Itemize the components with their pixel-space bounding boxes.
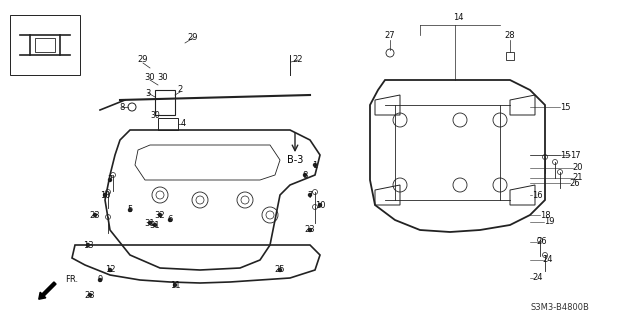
Text: 23: 23 (84, 291, 95, 300)
Circle shape (308, 194, 312, 197)
Circle shape (93, 213, 97, 217)
Text: 10: 10 (100, 190, 110, 199)
Text: 15: 15 (560, 102, 570, 112)
Text: 5: 5 (127, 205, 132, 214)
Text: 17: 17 (570, 151, 580, 160)
Circle shape (173, 284, 177, 286)
Text: 31: 31 (145, 219, 156, 227)
Text: 20: 20 (573, 164, 583, 173)
Text: 12: 12 (105, 265, 115, 275)
Text: 8: 8 (119, 102, 125, 112)
Text: 26: 26 (570, 179, 580, 188)
Text: 18: 18 (540, 211, 550, 219)
Circle shape (159, 213, 161, 217)
Text: 24: 24 (543, 256, 553, 264)
Text: 30: 30 (157, 73, 168, 83)
Text: 6: 6 (167, 216, 173, 225)
Text: 23: 23 (305, 226, 316, 234)
Circle shape (99, 278, 102, 281)
Text: 9: 9 (97, 276, 102, 285)
Text: 24: 24 (532, 273, 543, 283)
Text: FR.: FR. (65, 276, 79, 285)
Circle shape (88, 293, 92, 296)
Text: 11: 11 (170, 280, 180, 290)
Text: 25: 25 (275, 265, 285, 275)
Text: 32: 32 (155, 211, 165, 219)
Text: 30: 30 (145, 73, 156, 83)
Circle shape (278, 269, 282, 271)
Text: 28: 28 (505, 31, 515, 40)
Circle shape (109, 179, 111, 182)
Text: B-3: B-3 (287, 155, 303, 165)
Circle shape (154, 224, 157, 226)
Text: 7: 7 (108, 175, 113, 184)
Text: 8: 8 (302, 170, 308, 180)
Text: 7: 7 (307, 190, 313, 199)
Text: 2: 2 (177, 85, 182, 94)
Text: 26: 26 (537, 238, 547, 247)
Circle shape (319, 204, 321, 206)
Text: 23: 23 (90, 211, 100, 219)
Text: 4: 4 (180, 120, 186, 129)
Text: 13: 13 (83, 241, 93, 249)
Text: 10: 10 (315, 201, 325, 210)
Text: 14: 14 (452, 13, 463, 23)
Text: 19: 19 (544, 218, 554, 226)
FancyArrow shape (39, 282, 56, 299)
Text: 21: 21 (573, 174, 583, 182)
Text: 16: 16 (532, 190, 542, 199)
Text: 30: 30 (150, 110, 160, 120)
Text: 31: 31 (150, 220, 160, 229)
Circle shape (314, 164, 317, 167)
Circle shape (86, 243, 90, 247)
Circle shape (308, 228, 312, 232)
Text: 15: 15 (560, 151, 570, 160)
Circle shape (109, 269, 111, 271)
Text: S3M3-B4800B: S3M3-B4800B (531, 303, 589, 313)
Circle shape (303, 174, 307, 176)
Text: 1: 1 (312, 160, 317, 169)
Text: 22: 22 (292, 56, 303, 64)
Circle shape (129, 209, 131, 211)
Circle shape (168, 219, 172, 221)
Circle shape (104, 194, 106, 197)
Text: 29: 29 (188, 33, 198, 42)
Text: 29: 29 (138, 56, 148, 64)
Text: 3: 3 (145, 88, 150, 98)
Text: 27: 27 (385, 31, 396, 40)
Circle shape (148, 221, 152, 225)
